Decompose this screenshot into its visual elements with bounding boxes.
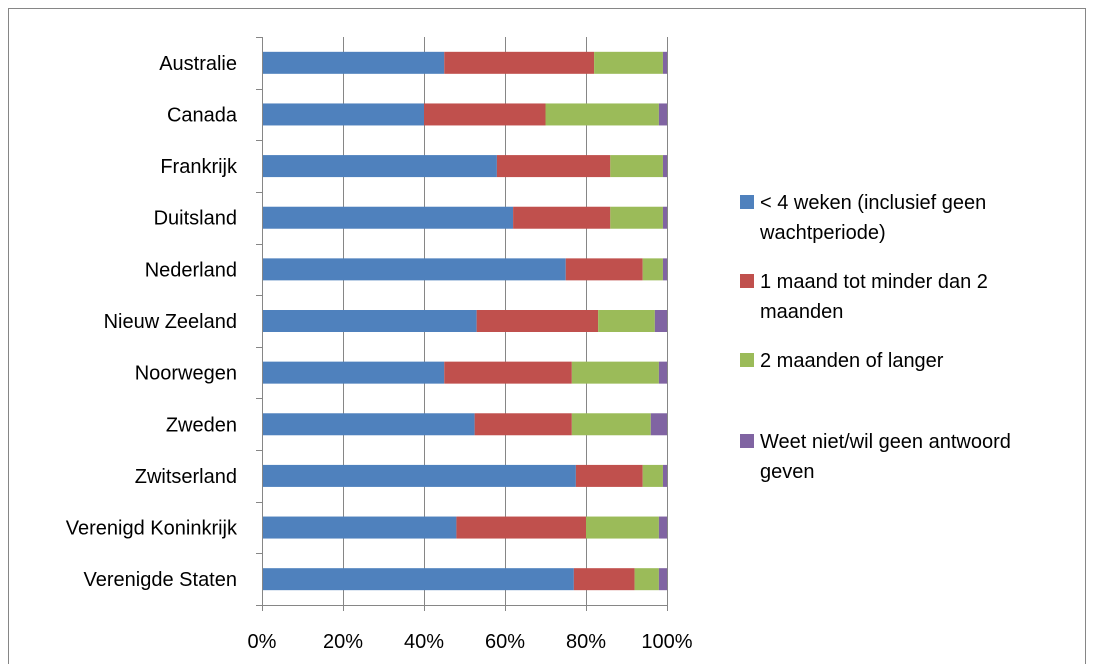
category-label: Nederland: [145, 259, 237, 281]
bar-segment: [444, 361, 572, 384]
category-label: Duitsland: [154, 208, 237, 230]
axis-labels: 0% 20% 40% 60% 80% 100% Australie Canada Frankri…: [66, 53, 693, 653]
bar-segment: [262, 568, 574, 591]
x-tick-label: 40%: [404, 631, 444, 653]
legend-label: 1 maand tot minder dan 2 maanden: [760, 271, 988, 323]
legend-swatch: [740, 274, 754, 288]
bar-segment: [662, 258, 667, 281]
bar-segment: [262, 103, 424, 126]
bar-segment: [444, 51, 595, 74]
bar-segment: [474, 413, 572, 436]
bar-segment: [262, 413, 475, 436]
bar-segment: [262, 258, 566, 281]
legend: < 4 weken (inclusief geen wachtperiode) 1 …: [740, 192, 1011, 483]
bar-segment: [262, 464, 576, 487]
legend-swatch: [740, 434, 754, 448]
bar-segment: [658, 361, 667, 384]
bar-segment: [610, 206, 663, 229]
bar-segment: [565, 258, 643, 281]
bar-segment: [545, 103, 659, 126]
bar-segment: [662, 155, 667, 178]
bar-segment: [658, 516, 667, 539]
bar-segment: [496, 155, 611, 178]
x-tick-label: 20%: [323, 631, 363, 653]
category-label: Verenigde Staten: [84, 569, 237, 591]
bar-segment: [654, 310, 667, 332]
category-label: Zwitserland: [135, 466, 237, 488]
bar-segment: [658, 103, 667, 126]
axes: [256, 37, 668, 611]
legend-label: < 4 weken (inclusief geen wachtperiode): [759, 192, 986, 244]
legend-swatch: [740, 195, 754, 209]
x-tick-label: 0%: [248, 631, 277, 653]
bar-segment: [262, 206, 514, 229]
bar-segment: [586, 516, 659, 539]
bar-segment: [575, 464, 643, 487]
bar-segment: [424, 103, 546, 126]
bar-segment: [513, 206, 611, 229]
bar-segment: [662, 206, 667, 229]
bar-segment: [634, 568, 659, 591]
bar-segment: [571, 361, 659, 384]
bar-segment: [642, 464, 663, 487]
x-tick-label: 100%: [641, 631, 692, 653]
category-label: Zweden: [166, 414, 237, 436]
bar-segment: [573, 568, 635, 591]
category-label: Canada: [167, 104, 238, 126]
category-label: Frankrijk: [160, 156, 238, 178]
legend-label: Weet niet/wil geen antwoord geven: [760, 431, 1011, 483]
bar-segment: [571, 413, 651, 436]
bar-segment: [610, 155, 663, 178]
bar-segment: [262, 155, 497, 178]
x-tick-label: 80%: [566, 631, 606, 653]
bar-segment: [456, 516, 586, 539]
legend-label: 2 maanden of langer: [760, 350, 944, 372]
category-label: Noorwegen: [135, 363, 237, 385]
bar-segment: [662, 51, 667, 74]
bars: [262, 51, 667, 591]
bar-segment: [262, 310, 477, 332]
bar-segment: [594, 51, 663, 74]
bar-segment: [658, 568, 667, 591]
x-tick-label: 60%: [485, 631, 525, 653]
bar-segment: [650, 413, 667, 436]
bar-segment: [262, 516, 457, 539]
bar-segment: [662, 464, 667, 487]
category-label: Australie: [159, 53, 237, 75]
bar-segment: [262, 51, 445, 74]
legend-swatch: [740, 353, 754, 367]
bar-segment: [476, 310, 599, 332]
bar-segment: [642, 258, 663, 281]
bar-segment: [598, 310, 655, 332]
bar-segment: [262, 361, 445, 384]
category-label: Verenigd Koninkrijk: [66, 518, 238, 540]
category-label: Nieuw Zeeland: [104, 311, 237, 333]
